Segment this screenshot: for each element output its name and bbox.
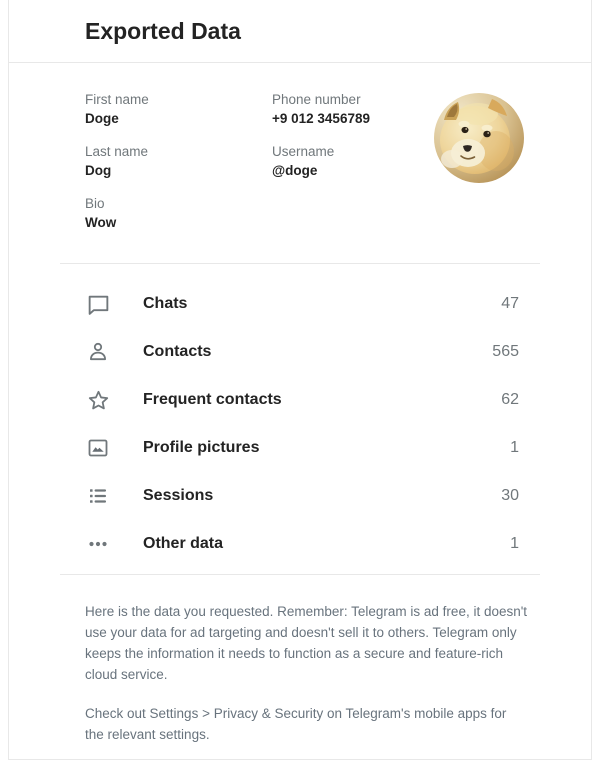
field-label: Phone number [272,92,361,107]
stat-row-contacts[interactable]: Contacts 565 [85,328,519,376]
section-divider [60,263,540,264]
about-paragraph-1: Here is the data you requested. Remember… [85,604,528,682]
field-label: First name [85,92,149,107]
stat-count: 1 [510,439,519,456]
field-label: Last name [85,144,149,159]
profile-section: First name Doge Phone number +9 012 3456… [9,63,591,263]
stat-row-chats[interactable]: Chats 47 [85,280,519,328]
field-value: Doge [85,111,119,126]
about-paragraph-2: Check out Settings > Privacy & Security … [85,706,507,742]
person-icon [85,339,111,365]
stat-count: 565 [492,343,519,360]
stat-label: Frequent contacts [143,391,282,408]
field-bio: Bio Wow [85,194,272,233]
about-section: Here is the data you requested. Remember… [9,575,591,759]
stats-list: Chats 47 Contacts 565 Frequent contacts … [9,264,591,574]
photo-icon [85,435,111,461]
field-label: Username [272,144,335,159]
section-divider [60,574,540,575]
stat-row-sessions[interactable]: Sessions 30 [85,472,519,520]
stat-label: Contacts [143,343,212,360]
field-username: Username @doge [272,142,455,181]
stat-row-profile-pictures[interactable]: Profile pictures 1 [85,424,519,472]
stat-label: Profile pictures [143,439,260,456]
field-value: Wow [85,215,117,230]
export-card: Exported Data First name Doge Phone numb… [8,0,592,760]
sessions-icon [85,483,111,509]
field-label: Bio [85,196,105,211]
profile-fields: First name Doge Phone number +9 012 3456… [85,90,455,233]
stat-count: 1 [510,535,519,552]
stat-count: 47 [501,295,519,312]
field-first-name: First name Doge [85,90,272,129]
about-text-block: Here is the data you requested. Remember… [85,601,535,759]
page-header: Exported Data [9,0,591,63]
field-phone-number: Phone number +9 012 3456789 [272,90,455,129]
star-icon [85,387,111,413]
doge-avatar-illustration [434,93,524,183]
stat-row-frequent-contacts[interactable]: Frequent contacts 62 [85,376,519,424]
stat-label: Sessions [143,487,214,504]
stat-label: Other data [143,535,224,552]
stat-row-other-data[interactable]: Other data 1 [85,520,519,568]
field-value: Dog [85,163,112,178]
field-last-name: Last name Dog [85,142,272,181]
doge-avatar [434,93,524,183]
field-value: @doge [272,163,318,178]
chat-icon [85,291,111,317]
stat-count: 30 [501,487,519,504]
field-value: +9 012 3456789 [272,111,370,126]
page-title: Exported Data [85,17,241,44]
stat-label: Chats [143,295,188,312]
stat-count: 62 [501,391,519,408]
ellipsis-icon [85,531,111,557]
